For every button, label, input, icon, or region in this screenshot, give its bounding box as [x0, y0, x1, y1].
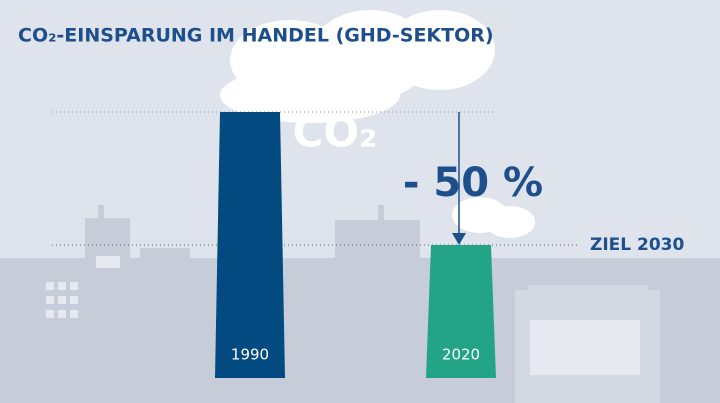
x-tick-label: 1990	[231, 346, 269, 364]
target-label: ZIEL 2030	[590, 235, 685, 255]
annotation: - 50 %	[403, 160, 543, 206]
windows	[46, 256, 640, 375]
chimney	[215, 112, 285, 378]
chart-title: CO₂-EINSPARUNG IM HANDEL (GHD-SEKTOR)	[18, 25, 494, 47]
cloud	[220, 10, 535, 238]
arrow-head	[452, 233, 466, 245]
chimney	[426, 245, 496, 378]
cloud-label: CO₂	[293, 108, 378, 157]
x-tick-label: 2020	[442, 346, 480, 364]
